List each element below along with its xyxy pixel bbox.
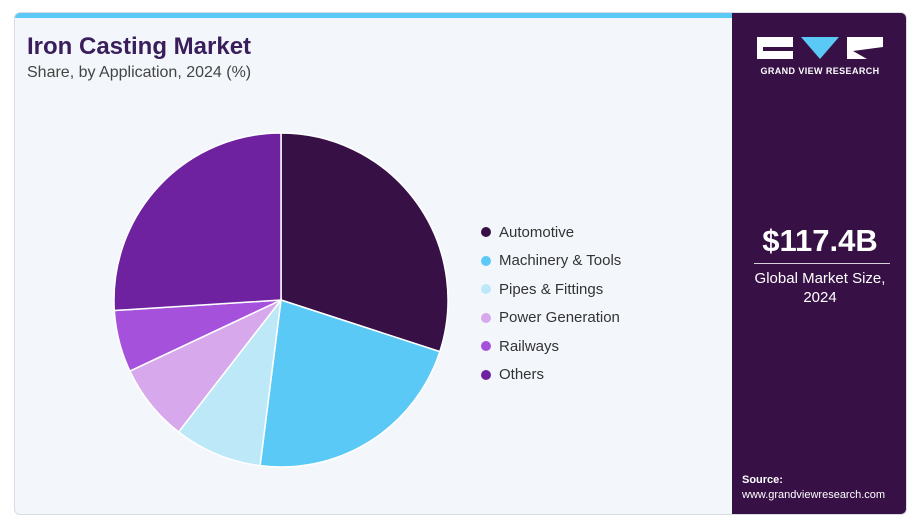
legend-label: Automotive xyxy=(499,223,575,241)
market-size-value: $117.4B xyxy=(762,223,878,258)
legend-label: Railways xyxy=(499,337,560,355)
legend-swatch xyxy=(481,284,491,295)
chart-title: Iron Casting Market xyxy=(27,33,252,60)
chart-card: Iron Casting Market Share, by Applicatio… xyxy=(14,12,907,515)
market-size-label-line1: Global Market Size, xyxy=(754,270,886,287)
market-size-label: Global Market Size, 2024 xyxy=(732,269,906,307)
source-note: Source: www.grandviewresearch.com xyxy=(742,473,885,503)
legend-swatch xyxy=(481,341,491,352)
chart-subtitle: Share, by Application, 2024 (%) xyxy=(27,64,252,81)
grand-view-research-logo xyxy=(757,37,883,59)
market-size-label-line2: 2024 xyxy=(803,289,837,306)
legend-label: Machinery & Tools xyxy=(499,252,622,270)
legend-item-automotive: Automotive xyxy=(481,218,621,247)
legend-swatch xyxy=(481,227,491,238)
legend-label: Power Generation xyxy=(499,309,620,327)
brand-name: GRAND VIEW RESEARCH xyxy=(760,66,880,76)
pie-slice-others xyxy=(113,132,282,312)
pie-chart xyxy=(113,132,449,468)
legend-swatch xyxy=(481,369,491,380)
chart-legend: Automotive Machinery & Tools Pipes & Fitti… xyxy=(481,218,621,389)
legend-swatch xyxy=(481,255,491,266)
legend-item-railways: Railways xyxy=(481,332,621,361)
legend-item-machinery-tools: Machinery & Tools xyxy=(481,247,621,276)
source-label: Source: xyxy=(742,474,783,486)
source-url[interactable]: www.grandviewresearch.com xyxy=(742,489,886,501)
legend-item-pipes-fittings: Pipes & Fittings xyxy=(481,275,621,304)
legend-label: Others xyxy=(499,366,545,384)
info-panel: GRAND VIEW RESEARCH $117.4B Global Marke… xyxy=(732,13,906,514)
divider xyxy=(754,263,890,264)
legend-label: Pipes & Fittings xyxy=(499,280,604,298)
pie-slice-automotive xyxy=(280,132,449,353)
legend-item-others: Others xyxy=(481,361,621,390)
legend-swatch xyxy=(481,312,491,323)
pie-slice-pipes-fittings xyxy=(177,297,283,467)
pie-slice-machinery-tools xyxy=(259,299,441,468)
legend-item-power-generation: Power Generation xyxy=(481,304,621,333)
accent-bar xyxy=(15,13,732,18)
